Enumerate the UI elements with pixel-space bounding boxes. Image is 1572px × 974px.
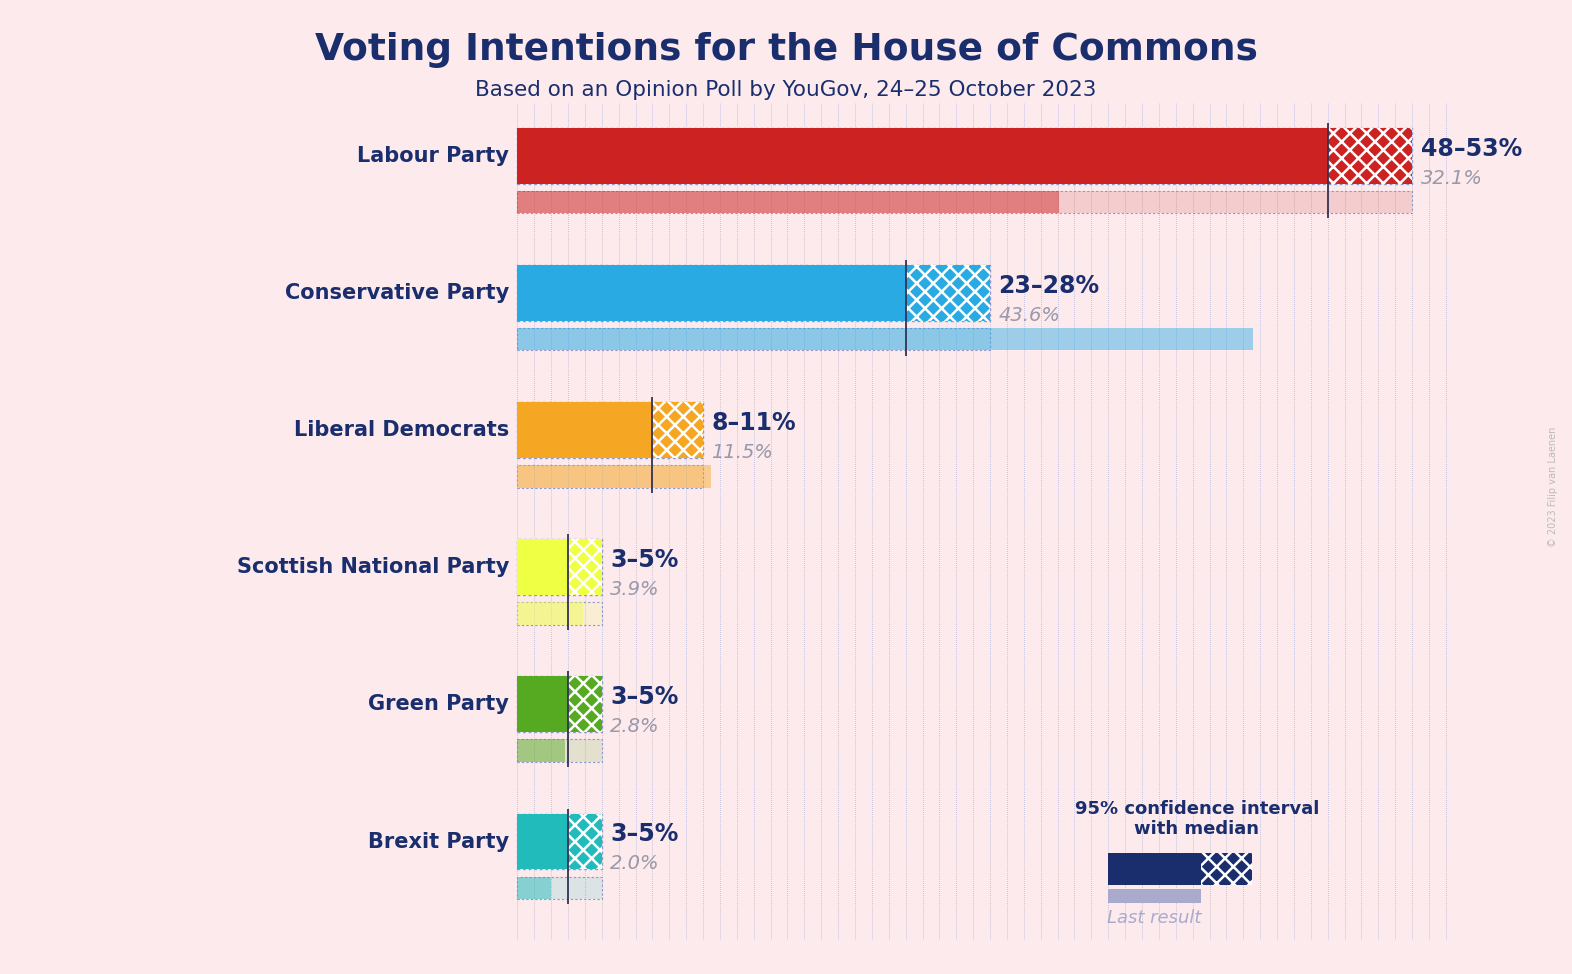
Bar [517, 540, 567, 595]
Text: 23–28%: 23–28% [998, 274, 1100, 298]
Bar [517, 877, 602, 899]
Bar [517, 128, 1412, 184]
Bar [517, 328, 990, 351]
Bar [517, 602, 602, 624]
Bar [517, 602, 583, 624]
Text: 2.8%: 2.8% [610, 717, 660, 736]
Bar [517, 191, 1412, 213]
Text: Green Party: Green Party [368, 694, 509, 714]
Text: Voting Intentions for the House of Commons: Voting Intentions for the House of Commo… [314, 32, 1258, 68]
Text: Conservative Party: Conservative Party [285, 283, 509, 303]
Bar [517, 466, 703, 488]
Text: Last result: Last result [1108, 909, 1203, 926]
Bar [517, 677, 567, 732]
Text: Brexit Party: Brexit Party [368, 832, 509, 851]
Bar [517, 877, 602, 899]
Bar [905, 265, 990, 321]
Text: 3–5%: 3–5% [610, 548, 679, 572]
Text: 11.5%: 11.5% [712, 443, 773, 462]
Bar [1108, 889, 1201, 904]
Bar [517, 265, 990, 321]
Text: 32.1%: 32.1% [1421, 169, 1482, 188]
Bar [517, 402, 652, 458]
Text: 3–5%: 3–5% [610, 686, 679, 709]
Bar [517, 813, 602, 870]
Bar [517, 191, 1412, 213]
Bar [517, 328, 990, 351]
Text: 2.0%: 2.0% [610, 854, 660, 874]
Bar [1108, 852, 1201, 885]
Bar [517, 402, 703, 458]
Bar [1201, 852, 1251, 885]
Bar [517, 540, 602, 595]
Bar [517, 677, 602, 732]
Bar [517, 128, 1328, 184]
Text: 8–11%: 8–11% [712, 411, 795, 435]
Bar [517, 813, 567, 870]
Bar [517, 739, 602, 762]
Text: Based on an Opinion Poll by YouGov, 24–25 October 2023: Based on an Opinion Poll by YouGov, 24–2… [475, 80, 1097, 100]
Bar [517, 402, 703, 458]
Bar [1328, 128, 1412, 184]
Bar [517, 191, 1060, 213]
Text: Scottish National Party: Scottish National Party [236, 557, 509, 578]
Bar [517, 328, 1253, 351]
Bar [517, 602, 602, 624]
Bar [517, 265, 990, 321]
Text: 3.9%: 3.9% [610, 581, 660, 599]
Text: 95% confidence interval
with median: 95% confidence interval with median [1075, 800, 1319, 839]
Bar [517, 877, 552, 899]
Bar [517, 739, 564, 762]
Text: 3–5%: 3–5% [610, 822, 679, 846]
Bar [652, 402, 703, 458]
Bar [517, 265, 905, 321]
Bar [517, 677, 602, 732]
Bar [567, 540, 602, 595]
Bar [567, 813, 602, 870]
Bar [567, 677, 602, 732]
Text: Liberal Democrats: Liberal Democrats [294, 420, 509, 440]
Bar [517, 466, 712, 488]
Bar [517, 813, 602, 870]
Bar [517, 739, 602, 762]
Text: © 2023 Filip van Laenen: © 2023 Filip van Laenen [1548, 427, 1558, 547]
Text: 48–53%: 48–53% [1421, 137, 1522, 161]
Text: Labour Party: Labour Party [357, 146, 509, 166]
Text: 43.6%: 43.6% [998, 306, 1061, 325]
Bar [517, 128, 1412, 184]
Bar [517, 540, 602, 595]
Bar [517, 466, 703, 488]
